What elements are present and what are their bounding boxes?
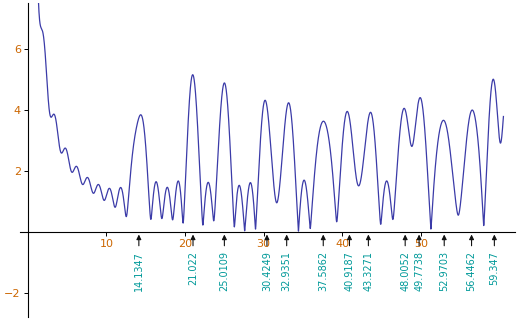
- Text: 30.4249: 30.4249: [262, 251, 272, 291]
- Text: 59.347: 59.347: [490, 251, 499, 285]
- Text: 25.0109: 25.0109: [220, 251, 229, 291]
- Text: 37.5862: 37.5862: [318, 251, 328, 291]
- Text: 48.0052: 48.0052: [400, 251, 410, 291]
- Text: 21.022: 21.022: [188, 251, 198, 285]
- Text: 14.1347: 14.1347: [134, 251, 144, 291]
- Text: 52.9703: 52.9703: [439, 251, 449, 291]
- Text: 32.9351: 32.9351: [282, 251, 292, 291]
- Text: 40.9187: 40.9187: [344, 251, 354, 291]
- Text: 43.3271: 43.3271: [364, 251, 373, 291]
- Text: 49.7738: 49.7738: [414, 251, 424, 291]
- Text: 56.4462: 56.4462: [467, 251, 477, 291]
